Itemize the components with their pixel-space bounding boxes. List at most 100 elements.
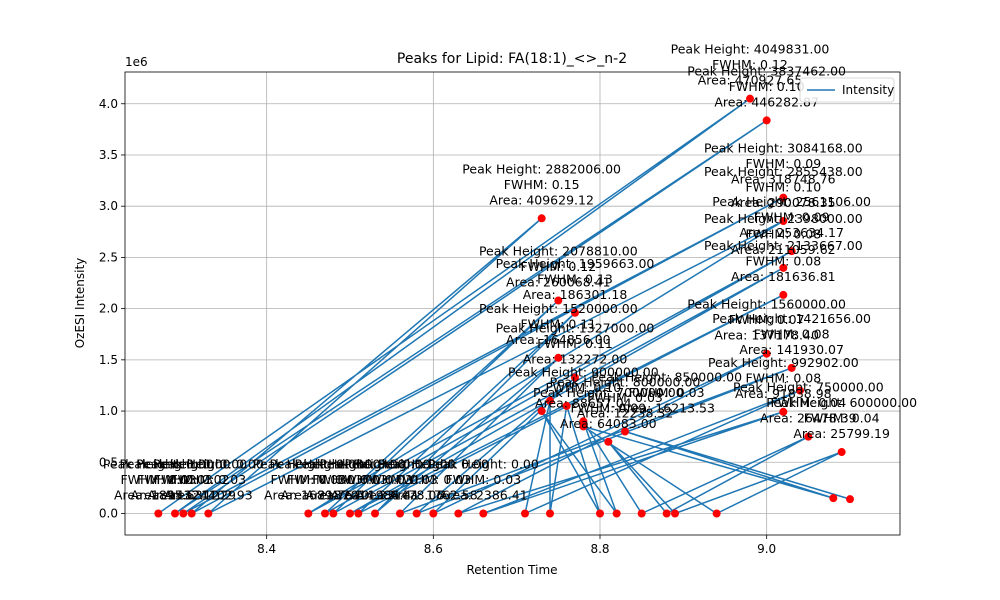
peak-marker bbox=[154, 509, 163, 518]
annotation-line: Area: 64083.00 bbox=[560, 416, 657, 431]
annotation-line: Peak Height: 850000.00 bbox=[591, 369, 742, 384]
y-tick-label: 0.5 bbox=[99, 455, 118, 469]
annotation-line: Area: 91838.98 bbox=[735, 386, 832, 401]
y-tick-label: 3.5 bbox=[99, 148, 118, 162]
plot-frame bbox=[124, 71, 901, 536]
annotation-line: FWHM: 0.08 bbox=[745, 370, 821, 385]
peak-marker bbox=[779, 407, 788, 416]
annotation-line: Peak Height: 900000.00 bbox=[508, 364, 659, 379]
peak-marker bbox=[321, 509, 329, 518]
annotation-line: Area: 1102.93 bbox=[164, 487, 253, 502]
annotation-line: Area: 1432.12 bbox=[131, 487, 220, 502]
axis-ticks: 8.4 8.6 8.8 9.0 0.0 0.5 1.0 1.5 2.0 2.5 3.0 3.5 4.0 bbox=[99, 97, 776, 556]
legend-label-intensity: Intensity bbox=[842, 83, 894, 97]
annotation-line: FWHM: 0.09 bbox=[745, 156, 821, 171]
chart-title: Peaks for Lipid: FA(18:1)_<>_n-2 bbox=[397, 51, 627, 67]
annotation-line: Area: 211059.62 bbox=[731, 242, 836, 257]
peak-marker bbox=[746, 94, 754, 103]
annotation-line: Peak Height: 1520000.00 bbox=[479, 301, 638, 316]
annotation-line: Area: 2386.41 bbox=[439, 487, 528, 502]
annotation-line: FWHM: 0.03 bbox=[287, 472, 363, 487]
y-tick-label: 0.0 bbox=[99, 506, 118, 520]
annotation-line: FWHM: 0.04 bbox=[770, 395, 846, 410]
annotation-line: Peak Height: 1959663.00 bbox=[496, 256, 655, 271]
peak-marker bbox=[429, 509, 438, 518]
annotation-line: Peak Height: 700000.00 bbox=[533, 385, 684, 400]
annotation-line: FWHM: 0.03 bbox=[170, 472, 246, 487]
peak-marker bbox=[779, 290, 788, 299]
y-tick-label: 1.5 bbox=[99, 353, 118, 367]
annotation-line: FWHM: 0.03 bbox=[395, 472, 471, 487]
peak-marker bbox=[179, 509, 188, 518]
y-tick-label: 3.0 bbox=[99, 199, 118, 213]
annotation-line: Area: 2014.33 bbox=[306, 487, 395, 502]
y-offset-label: 1e6 bbox=[125, 55, 148, 69]
peak-marker bbox=[712, 509, 721, 518]
x-axis-label: Retention Time bbox=[466, 563, 557, 577]
peak-marker bbox=[546, 509, 554, 518]
annotation-line: Peak Height: 1421656.00 bbox=[712, 311, 871, 326]
peak-marker bbox=[346, 509, 354, 518]
annotation-line: Peak Height: 2398000.00 bbox=[704, 211, 863, 226]
annotation-line: Peak Height: 3837462.00 bbox=[687, 63, 846, 78]
annotation-line: Peak Height: 2561106.00 bbox=[712, 194, 871, 209]
y-tick-label: 1.0 bbox=[99, 404, 118, 418]
annotation-line: Peak Height: 0.00 bbox=[428, 456, 539, 471]
peak-marker bbox=[396, 509, 404, 518]
annotation-line: Peak Height: 0.00 bbox=[153, 456, 264, 471]
annotation-line: Peak Height: 600000.00 bbox=[766, 395, 917, 410]
annotation-line: FWHM: 0.10 bbox=[729, 79, 805, 94]
annotation-line: FWHM: 0.03 bbox=[270, 472, 346, 487]
peak-marker bbox=[187, 509, 196, 518]
annotation-line: Peak Height: 0.00 bbox=[253, 456, 364, 471]
peak-marker bbox=[571, 308, 579, 317]
annotation-line: FWHM: 0.03 bbox=[587, 390, 663, 405]
annotation-line: Peak Height: 800000.00 bbox=[550, 375, 701, 390]
y-tick-label: 2.0 bbox=[99, 302, 118, 316]
annotation-line: FWHM: 0.02 bbox=[154, 472, 230, 487]
annotation-line: FWHM: 0.15 bbox=[504, 177, 580, 192]
annotation-line: Area: 181636.81 bbox=[731, 269, 836, 284]
annotation-line: FWHM: 0.08 bbox=[745, 226, 821, 241]
annotation-line: Area: 88657.04 bbox=[535, 395, 632, 410]
annotation-line: FWHM: 0.03 bbox=[629, 385, 705, 400]
peak-marker bbox=[846, 495, 854, 504]
x-tick-label: 8.4 bbox=[257, 542, 276, 556]
x-tick-label: 9.0 bbox=[757, 542, 776, 556]
peak-marker bbox=[829, 494, 838, 503]
annotation-line: Peak Height: 2078810.00 bbox=[479, 244, 638, 259]
annotation-line: FWHM: 0.08 bbox=[754, 326, 830, 341]
peak-marker bbox=[796, 386, 804, 395]
annotation-line: FWHM: 0.11 bbox=[520, 316, 596, 331]
annotation-line: FWHM: 0.10 bbox=[745, 179, 821, 194]
annotation-line: Area: 446282.87 bbox=[714, 94, 819, 109]
annotation-line: FWHM: 0.03 bbox=[337, 472, 413, 487]
peak-marker bbox=[371, 509, 379, 518]
annotation-line: Area: 260068.41 bbox=[506, 275, 611, 290]
annotation-line: Area: 1895.53 bbox=[114, 487, 203, 502]
annotation-line: Area: 164856.00 bbox=[506, 332, 611, 347]
x-tick-label: 8.6 bbox=[424, 542, 443, 556]
annotation-line: FWHM: 0.07 bbox=[729, 312, 805, 327]
annotation-line: Area: 132272.00 bbox=[523, 352, 628, 367]
annotation-line: Peak Height: 2882006.00 bbox=[462, 161, 621, 176]
annotation-line: Peak Height: 0.00 bbox=[320, 456, 431, 471]
peak-marker bbox=[662, 509, 671, 518]
peak-marker bbox=[329, 509, 338, 518]
